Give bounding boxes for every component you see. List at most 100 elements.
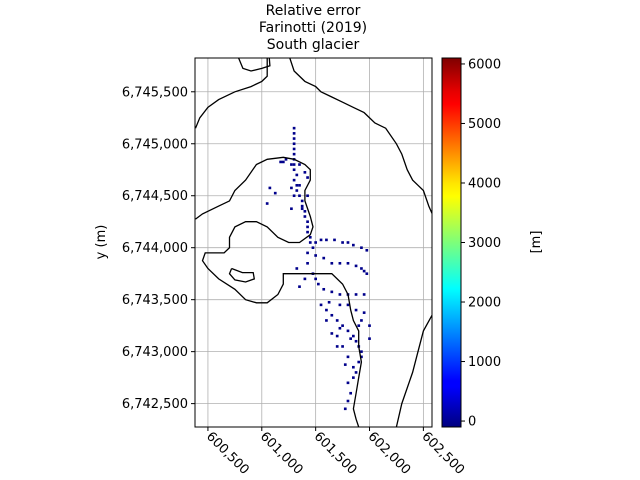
error-pixel-93 (349, 391, 353, 395)
colorbar-tick-label-6: 6000 (468, 57, 501, 72)
error-pixel-91 (352, 376, 355, 379)
error-pixel-102 (368, 324, 371, 327)
error-pixel-34 (273, 191, 277, 195)
error-pixel-28 (298, 163, 301, 166)
error-pixel-104 (357, 324, 361, 327)
x-tick-label-1: 601,000 (257, 429, 306, 478)
colorbar-tick-label-4: 4000 (468, 176, 501, 191)
glacier-outline-1 (289, 58, 432, 214)
error-pixel-10 (292, 178, 296, 182)
error-pixel-8 (292, 168, 296, 172)
y-tick-label-6: 6,745,500 (122, 85, 188, 100)
error-pixel-26 (284, 158, 288, 161)
error-pixel-39 (300, 207, 304, 211)
error-pixel-18 (306, 220, 309, 224)
error-pixel-21 (308, 236, 312, 239)
error-pixel-108 (325, 319, 328, 322)
glacier-outlines (195, 58, 432, 427)
error-pixel-105 (349, 337, 353, 340)
error-pixel-46 (352, 243, 355, 247)
error-pixel-12 (295, 189, 299, 192)
y-axis-ticks: 6,742,500 6,743,000 6,743,500 6,744,000 6,74… (122, 85, 195, 412)
error-pixel-75 (354, 308, 358, 312)
error-pixel-40 (314, 241, 317, 244)
error-pixel-65 (338, 293, 342, 296)
colorbar-tick-label-2: 2000 (468, 296, 501, 311)
error-pixel-76 (362, 311, 366, 314)
error-pixel-80 (335, 319, 339, 322)
error-pixel-44 (341, 241, 344, 244)
error-pixel-99 (335, 345, 339, 348)
error-pixel-5 (292, 152, 296, 156)
error-pixel-30 (306, 176, 309, 179)
colorbar-tick-label-3: 3000 (468, 236, 501, 251)
error-pixel-77 (319, 303, 323, 307)
error-pixel-61 (314, 277, 317, 281)
error-pixel-50 (314, 254, 317, 257)
colorbar-tick-label-1: 1000 (468, 355, 501, 370)
error-pixel-98 (346, 355, 350, 359)
y-tick-label-0: 6,742,500 (122, 397, 188, 412)
grid-lines (195, 58, 432, 427)
error-pixel-14 (300, 199, 304, 203)
title-line-2: Farinotti (2019) (259, 20, 367, 36)
error-pixel-100 (343, 363, 347, 366)
error-pixel-53 (338, 261, 342, 265)
error-pixel-54 (346, 261, 350, 265)
error-pixel-71 (298, 285, 301, 288)
error-pixel-32 (290, 186, 293, 190)
error-pixel-96 (335, 334, 339, 338)
y-tick-label-2: 6,743,500 (122, 293, 188, 308)
error-pixel-97 (341, 345, 344, 348)
error-pixel-23 (311, 246, 315, 249)
error-pixel-2 (292, 137, 296, 140)
error-pixel-79 (330, 313, 334, 317)
colorbar-tick-label-0: 0 (468, 415, 476, 430)
error-pixel-84 (354, 339, 358, 343)
y-tick-label-1: 6,743,000 (122, 345, 188, 360)
error-pixel-86 (360, 350, 363, 353)
error-pixel-37 (265, 202, 269, 205)
x-tick-label-2: 601,500 (311, 429, 360, 478)
error-pixel-55 (354, 264, 358, 268)
x-axis-ticks: 600,500 601,000 601,500 602,000 602,500 (203, 427, 467, 478)
title-line-3: South glacier (267, 37, 360, 53)
error-pixel-72 (327, 300, 331, 304)
error-pixel-106 (330, 332, 334, 335)
error-pixel-1 (292, 132, 296, 135)
error-pixel-83 (352, 334, 355, 338)
error-pixel-56 (360, 267, 363, 270)
error-pixel-16 (303, 210, 307, 213)
error-pixel-4 (292, 147, 296, 151)
error-pixel-82 (346, 329, 350, 333)
error-pixel-42 (325, 238, 328, 242)
error-pixel-19 (306, 225, 309, 229)
error-pixel-27 (290, 163, 293, 166)
error-pixel-78 (325, 308, 328, 312)
error-pixel-35 (292, 194, 296, 198)
error-pixel-22 (308, 241, 312, 244)
error-pixel-58 (365, 272, 369, 275)
glacier-outline-3 (395, 314, 432, 427)
glacier-outline-4 (195, 156, 363, 427)
colorbar-label: [m] (529, 231, 544, 254)
glacier-outline-5 (228, 267, 256, 283)
error-pixel-15 (300, 204, 304, 208)
error-pixel-68 (362, 293, 366, 296)
y-axis-label: y (m) (94, 225, 109, 260)
error-pixel-103 (368, 337, 371, 340)
error-pixel-73 (338, 303, 342, 307)
x-tick-label-3: 602,000 (365, 429, 414, 478)
error-pixel-62 (317, 282, 320, 286)
error-pixel-92 (346, 381, 350, 385)
colorbar-tick-label-5: 5000 (468, 117, 501, 132)
error-pixel-36 (306, 194, 309, 198)
error-pixel-81 (341, 324, 344, 327)
error-pixel-69 (295, 267, 299, 270)
error-pixel-17 (303, 215, 307, 218)
error-pixel-64 (330, 290, 334, 294)
error-pixel-59 (306, 261, 309, 265)
glacier-outline-0 (195, 58, 268, 129)
error-pixel-49 (306, 251, 309, 255)
x-tick-label-0: 600,500 (203, 429, 252, 478)
